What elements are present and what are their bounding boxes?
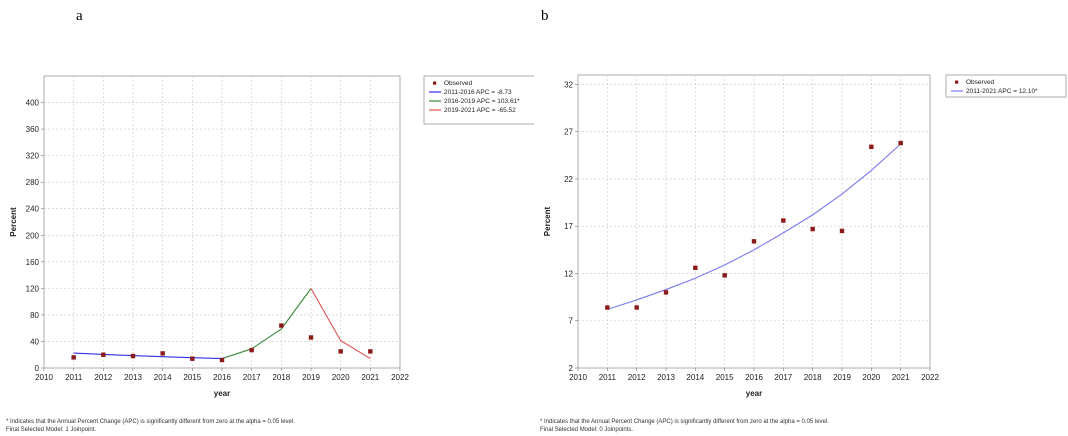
x-tick-label: 2021: [892, 373, 910, 382]
footnote-a: * Indicates that the Annual Percent Chan…: [6, 418, 466, 434]
footnote-b-apc-note: * Indicates that the Annual Percent Chan…: [540, 419, 829, 425]
x-tick-label: 2020: [332, 373, 350, 382]
y-tick-label: 32: [564, 80, 573, 89]
x-axis-title: year: [746, 389, 762, 398]
x-tick-label: 2015: [183, 373, 201, 382]
legend-box: [945, 74, 1067, 98]
observed-point: [130, 353, 136, 359]
observed-point: [722, 273, 727, 278]
observed-point: [308, 335, 314, 340]
x-tick-label: 2017: [774, 373, 792, 382]
x-tick-label: 2014: [154, 373, 172, 382]
observed-point: [693, 265, 698, 271]
x-tick-label: 2010: [35, 373, 53, 382]
x-axis-title: year: [214, 389, 230, 398]
chart-b: 2010 2011 2012 2013 2014 2015 2016 2017 2018 2019…: [543, 74, 1067, 398]
observed-point: [101, 352, 106, 357]
x-tick-label: 2013: [657, 373, 675, 382]
x-tick-label: 2012: [628, 373, 646, 382]
y-tick-label: 40: [30, 337, 39, 346]
panel-b-label: b: [541, 8, 549, 24]
observed-point: [338, 349, 343, 354]
observed-point: [160, 351, 165, 356]
x-tick-label: 2019: [833, 373, 851, 382]
x-tick-label: 2022: [391, 373, 409, 382]
legend-label-2: 2016-2019 APC = 103.61*: [444, 98, 520, 105]
legend-label-1: 2011-2021 APC = 12.10*: [966, 88, 1038, 95]
x-tick-label: 2014: [686, 373, 704, 382]
x-tick-label: 2018: [804, 373, 822, 382]
observed-point: [663, 290, 669, 295]
legend-observed-marker: [955, 80, 959, 84]
y-tick-label: 280: [26, 178, 40, 187]
x-tick-label: 2010: [569, 373, 587, 382]
y-tick-label: 22: [564, 175, 573, 184]
x-tick-label: 2018: [272, 373, 290, 382]
footnote-b: * Indicates that the Annual Percent Chan…: [540, 418, 1000, 434]
legend-box: [423, 75, 534, 125]
series-line-1: [73, 352, 223, 360]
observed-point: [249, 347, 254, 353]
y-axis-title: Percent: [543, 206, 552, 236]
series-line-2: [221, 288, 312, 360]
x-tick-label: 2016: [213, 373, 231, 382]
y-tick-label: 27: [564, 128, 573, 137]
y-tick-label: 12: [564, 269, 573, 278]
x-tick-label: 2019: [302, 373, 320, 382]
x-tick-label: 2022: [921, 373, 939, 382]
y-tick-label: 400: [26, 99, 40, 108]
footnote-b-model: Final Selected Model: 0 Joinpoints.: [540, 427, 634, 433]
observed-point: [869, 144, 874, 150]
y-tick-label: 200: [26, 231, 40, 240]
y-axis-title: Percent: [9, 207, 18, 237]
x-tick-label: 2017: [243, 373, 261, 382]
observed-point: [279, 323, 284, 328]
observed-point: [605, 305, 610, 310]
series-line-3: [310, 288, 371, 360]
series-line-1: [607, 143, 902, 310]
y-tick-label: 120: [26, 284, 40, 293]
y-tick-label: 80: [30, 311, 39, 320]
x-tick-label: 2011: [65, 373, 83, 382]
footnote-a-apc-note: * Indicates that the Annual Percent Chan…: [6, 419, 295, 425]
legend-label-3: 2019-2021 APC = -65.52: [444, 107, 516, 114]
observed-point: [751, 239, 757, 244]
y-tick-label: 240: [26, 205, 40, 214]
legend-label-1: 2011-2016 APC = -8.73: [444, 89, 512, 96]
x-tick-label: 2013: [124, 373, 142, 382]
observed-point: [810, 226, 815, 232]
y-tick-label: 320: [26, 152, 40, 161]
y-tick-label: 2: [569, 364, 574, 373]
y-tick-label: 160: [26, 258, 40, 267]
x-tick-label: 2016: [745, 373, 763, 382]
x-tick-label: 2020: [862, 373, 880, 382]
observed-point: [190, 356, 195, 361]
x-tick-label: 2011: [599, 373, 617, 382]
observed-point: [219, 357, 225, 363]
x-tick-label: 2012: [94, 373, 112, 382]
y-tick-label: 0: [35, 364, 40, 373]
legend-observed-label: Observed: [966, 79, 995, 86]
legend-observed-label: Observed: [444, 80, 473, 87]
observed-point: [898, 140, 903, 146]
chart-a: 2010 2011 2012 2013 2014 2015 2016 2017 2018 2019…: [9, 75, 534, 398]
y-tick-label: 360: [26, 125, 40, 134]
observed-point: [71, 355, 76, 360]
observed-point: [839, 228, 845, 234]
observed-point: [634, 305, 639, 310]
x-tick-label: 2021: [361, 373, 379, 382]
x-tick-label: 2015: [716, 373, 734, 382]
footnote-a-model: Final Selected Model: 1 Joinpoint.: [6, 427, 97, 433]
observed-point: [368, 349, 373, 354]
legend-observed-marker: [433, 81, 437, 85]
panel-a-label: a: [76, 8, 83, 24]
observed-point: [781, 218, 786, 223]
y-tick-label: 17: [564, 222, 573, 231]
y-tick-label: 7: [569, 317, 574, 326]
